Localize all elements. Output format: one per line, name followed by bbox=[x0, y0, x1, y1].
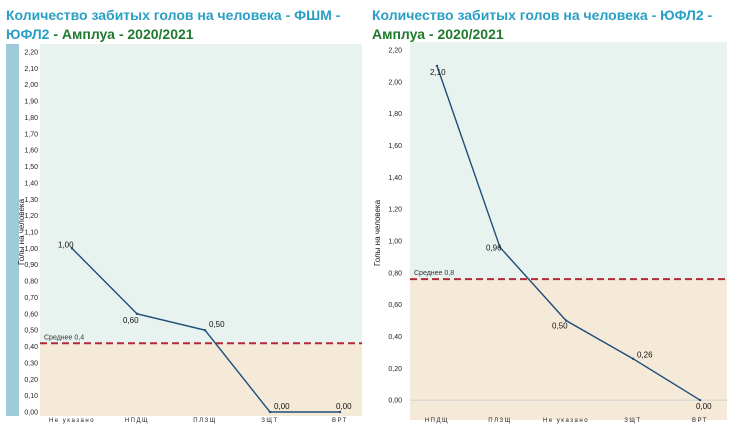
right-y-tick-label: 1,80 bbox=[388, 111, 402, 118]
right-data-label: 0,96 bbox=[486, 243, 502, 252]
right-data-label: 0,00 bbox=[696, 402, 712, 411]
left-data-label: 0,00 bbox=[274, 402, 290, 411]
right-y-tick-label: 1,00 bbox=[388, 238, 402, 245]
right-y-axis-label: Голы на человека bbox=[373, 199, 382, 266]
chart-title-right: Количество забитых голов на человека - Ю… bbox=[372, 6, 724, 44]
left-y-tick-label: 2,10 bbox=[24, 66, 38, 73]
right-x-tick-label: ЗЩТ bbox=[624, 418, 641, 424]
left-above-average-region bbox=[40, 44, 362, 344]
left-y-tick-label: 0,10 bbox=[24, 393, 38, 400]
left-y-tick-label: 0,70 bbox=[24, 295, 38, 302]
right-above-average-region bbox=[410, 42, 727, 280]
right-y-tick-label: 2,00 bbox=[388, 79, 402, 86]
left-y-tick-label: 0,40 bbox=[24, 344, 38, 351]
right-y-tick-label: 0,40 bbox=[388, 334, 402, 341]
left-y-axis-label: Голы на человека bbox=[17, 198, 26, 265]
left-y-tick-label: 1,10 bbox=[24, 230, 38, 237]
left-y-tick-label: 2,20 bbox=[24, 50, 38, 57]
chart-title-left-part1: Количество забитых голов на человека - Ф… bbox=[6, 7, 341, 42]
left-x-tick-label: Не указано bbox=[49, 418, 95, 424]
left-y-tick-label: 1,40 bbox=[24, 180, 38, 187]
right-data-point bbox=[564, 319, 568, 322]
left-y-tick-label: 0,30 bbox=[24, 360, 38, 367]
left-x-tick-label: ЗЩТ bbox=[261, 418, 278, 424]
left-data-label: 0,50 bbox=[209, 320, 225, 329]
left-y-tick-label: 1,70 bbox=[24, 131, 38, 138]
left-y-tick-label: 1,50 bbox=[24, 164, 38, 171]
right-y-tick-label: 1,20 bbox=[388, 207, 402, 214]
left-y-tick-label: 0,00 bbox=[24, 410, 38, 417]
right-y-tick-label: 1,40 bbox=[388, 175, 402, 182]
right-y-tick-label: 0,20 bbox=[388, 366, 402, 373]
chart-title-left: Количество забитых голов на человека - Ф… bbox=[6, 6, 368, 44]
left-below-average-region bbox=[40, 343, 362, 416]
left-y-tick-label: 0,60 bbox=[24, 311, 38, 318]
right-data-label: 0,26 bbox=[637, 351, 653, 360]
left-axis-bar bbox=[6, 44, 19, 416]
left-data-label: 0,00 bbox=[336, 402, 352, 411]
left-data-label: 0,60 bbox=[123, 316, 139, 325]
chart-title-right-part2: Амплуа - 2020/2021 bbox=[372, 26, 504, 42]
left-data-point bbox=[203, 328, 207, 332]
right-data-point bbox=[631, 357, 635, 360]
left-y-tick-label: 1,60 bbox=[24, 148, 38, 155]
right-x-tick-label: ВРТ bbox=[692, 418, 708, 424]
left-y-tick-label: 2,00 bbox=[24, 82, 38, 89]
left-y-tick-label: 1,00 bbox=[24, 246, 38, 253]
left-data-label: 1,00 bbox=[58, 240, 74, 249]
left-data-point bbox=[135, 312, 139, 316]
right-data-label: 0,50 bbox=[552, 322, 568, 331]
left-y-tick-label: 1,90 bbox=[24, 99, 38, 106]
right-y-tick-label: 1,60 bbox=[388, 143, 402, 150]
left-x-tick-label: ПЛЗЩ bbox=[193, 418, 217, 424]
chart-title-right-part1: Количество забитых голов на человека - Ю… bbox=[372, 7, 713, 23]
right-x-tick-label: ПЛЗЩ bbox=[488, 418, 512, 424]
left-average-label: Среднее 0,4 bbox=[44, 334, 84, 341]
left-y-tick-label: 0,90 bbox=[24, 262, 38, 269]
left-y-tick-label: 1,20 bbox=[24, 213, 38, 220]
left-data-point bbox=[70, 247, 74, 250]
right-data-point bbox=[435, 64, 439, 68]
right-data-point bbox=[498, 246, 502, 249]
chart-title-left-part2: - Амплуа - 2020/2021 bbox=[53, 26, 194, 42]
right-average-label: Среднее 0,8 bbox=[414, 270, 454, 277]
left-y-tick-label: 0,50 bbox=[24, 328, 38, 335]
right-data-point bbox=[698, 398, 702, 402]
right-below-average-region bbox=[410, 279, 727, 420]
left-y-tick-label: 0,80 bbox=[24, 279, 38, 286]
right-data-label: 2,10 bbox=[430, 68, 446, 77]
right-y-tick-label: 0,00 bbox=[388, 398, 402, 405]
left-data-point bbox=[268, 410, 272, 414]
left-y-tick-label: 0,20 bbox=[24, 377, 38, 384]
right-x-tick-label: Не указано bbox=[543, 418, 589, 424]
left-y-tick-label: 1,80 bbox=[24, 115, 38, 122]
left-y-tick-label: 1,30 bbox=[24, 197, 38, 204]
left-x-tick-label: ВРТ bbox=[332, 418, 348, 424]
right-y-tick-label: 2,20 bbox=[388, 48, 402, 55]
right-y-tick-label: 0,80 bbox=[388, 270, 402, 277]
left-data-point bbox=[338, 410, 342, 414]
left-x-tick-label: НПДЩ bbox=[125, 418, 149, 424]
right-y-tick-label: 0,60 bbox=[388, 302, 402, 309]
right-x-tick-label: НПДЩ bbox=[425, 418, 449, 424]
